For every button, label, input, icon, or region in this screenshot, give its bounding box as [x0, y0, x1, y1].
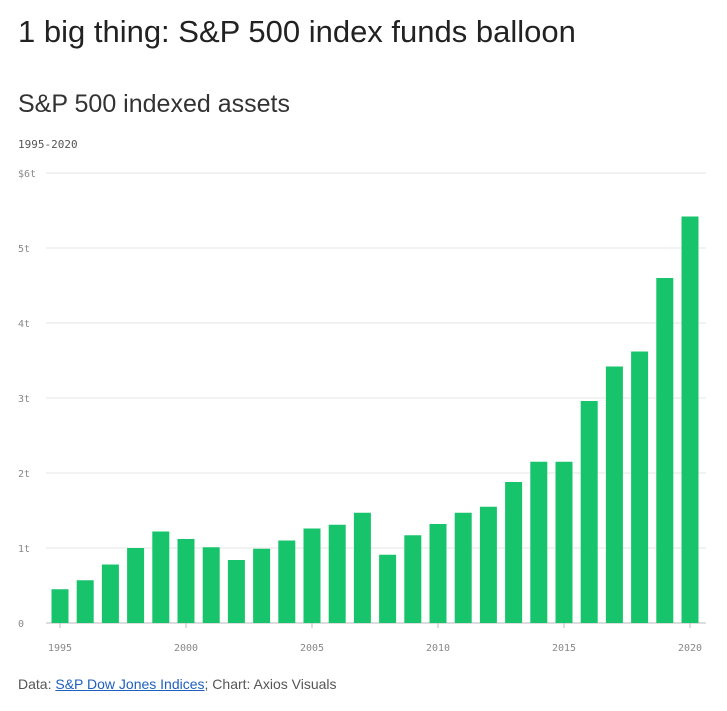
bar-2012: [479, 506, 497, 623]
bar-2002: [227, 560, 245, 623]
x-tick-label: 2005: [300, 643, 324, 654]
bar-2011: [454, 512, 472, 623]
bar-1998: [127, 548, 145, 623]
chart-subtitle: 1995-2020: [18, 138, 78, 151]
y-tick-label: 1t: [18, 544, 30, 555]
bar-2004: [278, 540, 296, 623]
bar-2016: [580, 401, 598, 623]
footer-prefix: Data:: [18, 676, 56, 692]
bar-2017: [605, 366, 623, 623]
bar-2008: [379, 554, 397, 623]
bar-2000: [177, 539, 195, 623]
bar-2010: [429, 524, 447, 623]
x-axis-labels: 1995 2000 2005 2010 2015 2020: [48, 623, 702, 654]
x-tick-label: 1995: [48, 643, 72, 654]
x-tick-label: 2015: [552, 643, 576, 654]
y-tick-label: 0: [18, 619, 24, 630]
bar-2015: [555, 461, 573, 623]
bar-2018: [631, 351, 649, 623]
source-footer: Data: S&P Dow Jones Indices; Chart: Axio…: [18, 676, 337, 692]
bar-2014: [530, 461, 548, 623]
y-tick-label: 2t: [18, 469, 30, 480]
y-axis-labels: 0 1t 2t 3t 4t 5t $6t: [18, 169, 36, 630]
bar-2013: [505, 482, 523, 623]
bar-2001: [202, 547, 220, 623]
bar-2019: [656, 278, 674, 623]
x-tick-label: 2020: [678, 643, 702, 654]
bar-2005: [303, 528, 321, 623]
y-tick-label: 4t: [18, 319, 30, 330]
x-tick-label: 2000: [174, 643, 198, 654]
bars: [51, 216, 699, 623]
bar-1999: [152, 531, 170, 623]
chart-title: S&P 500 indexed assets: [18, 90, 290, 118]
bar-1997: [101, 564, 119, 623]
bar-2006: [328, 524, 346, 623]
y-tick-label: $6t: [18, 169, 36, 180]
x-tick-label: 2010: [426, 643, 450, 654]
bar-2009: [404, 535, 422, 623]
bar-1996: [76, 580, 94, 623]
bar-2007: [353, 512, 371, 623]
y-tick-label: 5t: [18, 244, 30, 255]
bar-2020: [681, 216, 699, 623]
source-link[interactable]: S&P Dow Jones Indices: [55, 676, 205, 692]
bar-2003: [253, 548, 271, 623]
headline: 1 big thing: S&P 500 index funds balloon: [18, 14, 576, 49]
bar-1995: [51, 589, 69, 623]
y-tick-label: 3t: [18, 394, 30, 405]
footer-suffix: ; Chart: Axios Visuals: [204, 676, 337, 692]
